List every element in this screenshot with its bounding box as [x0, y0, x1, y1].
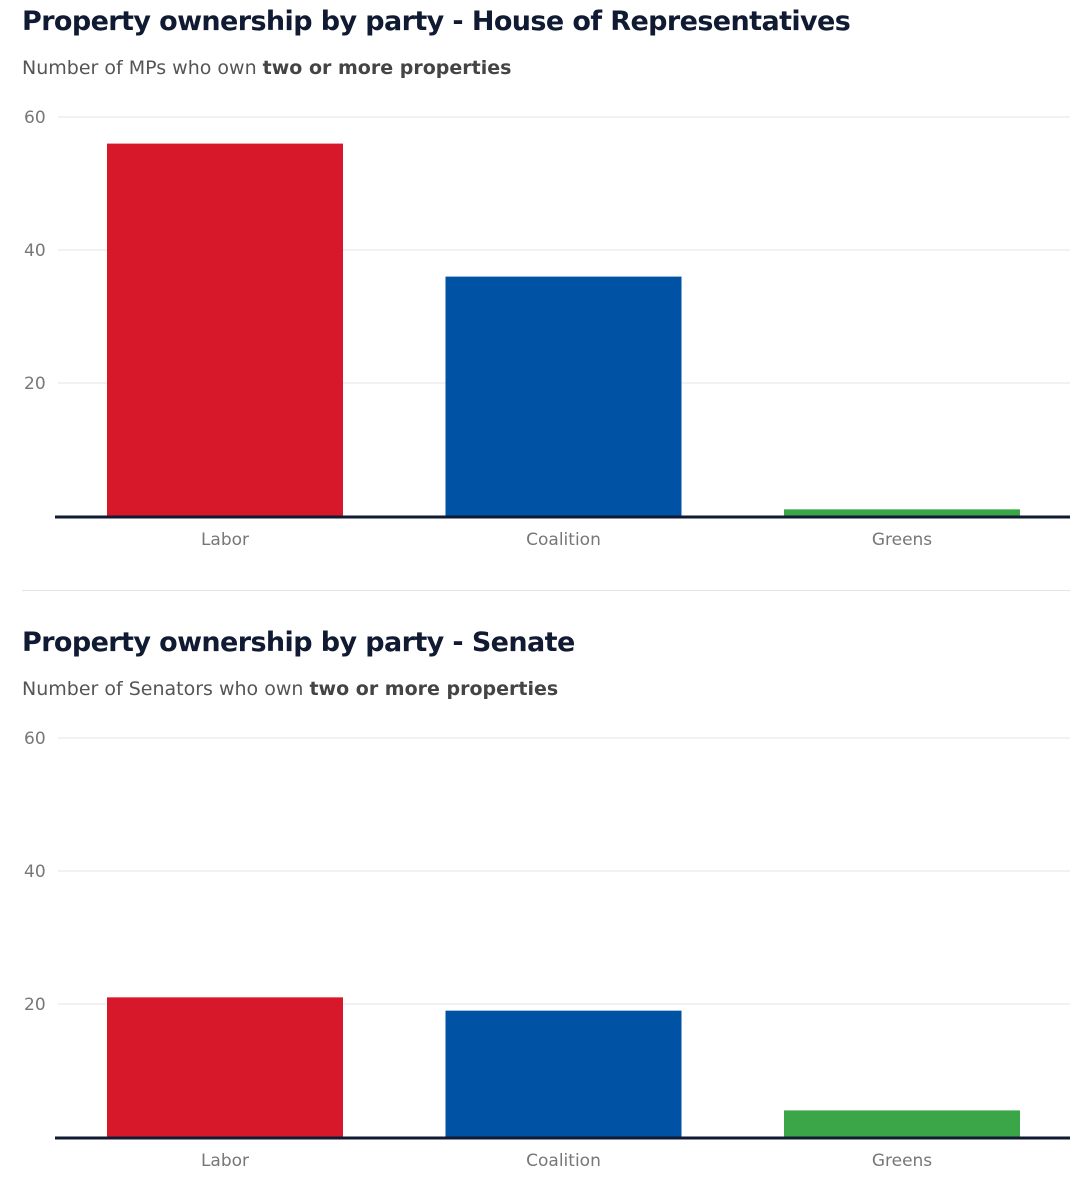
bar-coalition — [445, 276, 682, 516]
y-tick-label: 40 — [24, 241, 46, 261]
senate-chart-plot: 20 40 60 Labor Coalition Greens — [24, 729, 1070, 1171]
chart-title: Property ownership by party - Senate — [22, 627, 575, 658]
chart-subtitle: Number of MPs who own two or more proper… — [22, 57, 511, 79]
y-tick-label: 60 — [24, 108, 46, 128]
senate-chart: Property ownership by party - Senate Num… — [0, 621, 1078, 1177]
x-tick-label: Coalition — [526, 530, 601, 550]
house-chart: Property ownership by party - House of R… — [22, 6, 1070, 550]
subtitle-prefix: Number of MPs who own — [22, 57, 263, 79]
x-tick-label: Greens — [872, 530, 932, 550]
y-tick-label: 40 — [24, 862, 46, 882]
x-tick-label: Labor — [201, 530, 249, 550]
y-tick-label: 20 — [24, 995, 46, 1015]
y-tick-label: 20 — [24, 374, 46, 394]
x-tick-label: Coalition — [526, 1151, 601, 1171]
chart-subtitle: Number of Senators who own two or more p… — [22, 678, 558, 700]
bar-greens — [784, 1110, 1020, 1137]
chart-separator — [22, 590, 1070, 591]
house-chart-plot: 20 40 60 Labor Coalition Greens — [24, 108, 1070, 550]
subtitle-prefix: Number of Senators who own — [22, 678, 310, 700]
x-tick-label: Greens — [872, 1151, 932, 1171]
x-tick-label: Labor — [201, 1151, 249, 1171]
bar-greens — [784, 509, 1020, 516]
bar-labor — [107, 143, 343, 516]
bar-coalition — [445, 1010, 682, 1137]
subtitle-bold: two or more properties — [309, 678, 559, 700]
subtitle-bold: two or more properties — [262, 57, 512, 79]
y-tick-label: 60 — [24, 729, 46, 749]
bar-labor — [107, 997, 343, 1137]
chart-title: Property ownership by party - House of R… — [22, 6, 851, 37]
